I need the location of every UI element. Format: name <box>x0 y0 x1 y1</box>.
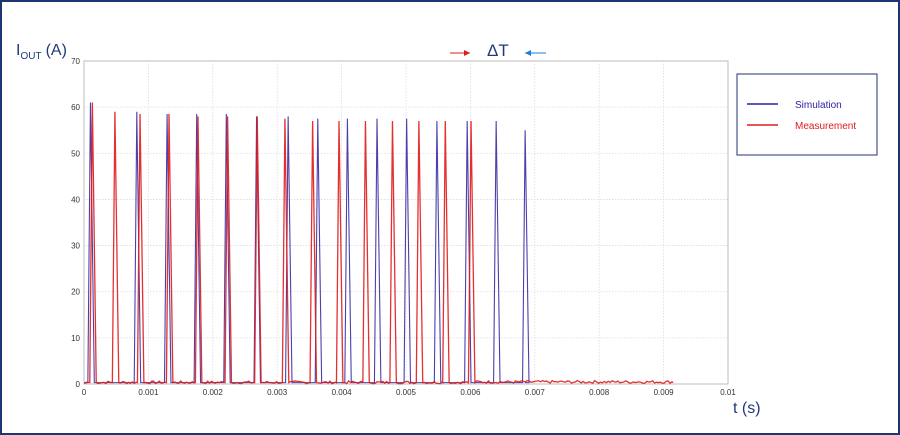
y-axis-label-main: I <box>16 42 20 59</box>
y-tick-label: 30 <box>71 242 80 251</box>
tick-labels: 0 0.001 0.002 0.003 0.004 0.005 0.006 0.007 0.00… <box>71 57 736 397</box>
y-tick-label: 0 <box>76 380 81 389</box>
x-axis-label: t (s) <box>733 400 761 417</box>
y-tick-label: 20 <box>71 288 80 297</box>
series-measurement <box>83 102 674 385</box>
y-axis-label: IOUT (A) <box>16 42 67 62</box>
y-tick-label: 40 <box>71 195 80 204</box>
legend: Simulation Measurement <box>736 73 878 156</box>
delta-t-label: ΔT <box>487 41 509 60</box>
x-tick-label: 0.008 <box>589 388 610 397</box>
x-tick-label: 0.01 <box>720 388 736 397</box>
delta-t-right-arrowhead <box>525 50 531 56</box>
x-tick-label: 0.006 <box>460 388 481 397</box>
y-tick-label: 10 <box>71 334 80 343</box>
x-tick-label: 0.005 <box>396 388 417 397</box>
y-axis-label-sub: OUT <box>20 51 41 62</box>
x-tick-label: 0 <box>82 388 87 397</box>
x-tick-label: 0.004 <box>332 388 353 397</box>
legend-label-simulation: Simulation <box>795 100 842 111</box>
series-group <box>83 102 674 385</box>
x-tick-label: 0.002 <box>203 388 224 397</box>
series-simulation <box>83 102 530 384</box>
y-tick-label: 70 <box>71 57 80 66</box>
y-tick-label: 50 <box>71 149 80 158</box>
x-tick-label: 0.007 <box>525 388 546 397</box>
legend-label-measurement: Measurement <box>795 121 856 132</box>
delta-t-left-arrowhead <box>464 50 470 56</box>
x-tick-label: 0.009 <box>654 388 675 397</box>
delta-t-annotation: ΔT <box>450 41 546 60</box>
y-tick-label: 60 <box>71 103 80 112</box>
legend-box <box>736 73 878 156</box>
x-tick-label: 0.003 <box>267 388 288 397</box>
x-tick-label: 0.001 <box>138 388 159 397</box>
y-axis-label-unit: (A) <box>46 42 67 59</box>
